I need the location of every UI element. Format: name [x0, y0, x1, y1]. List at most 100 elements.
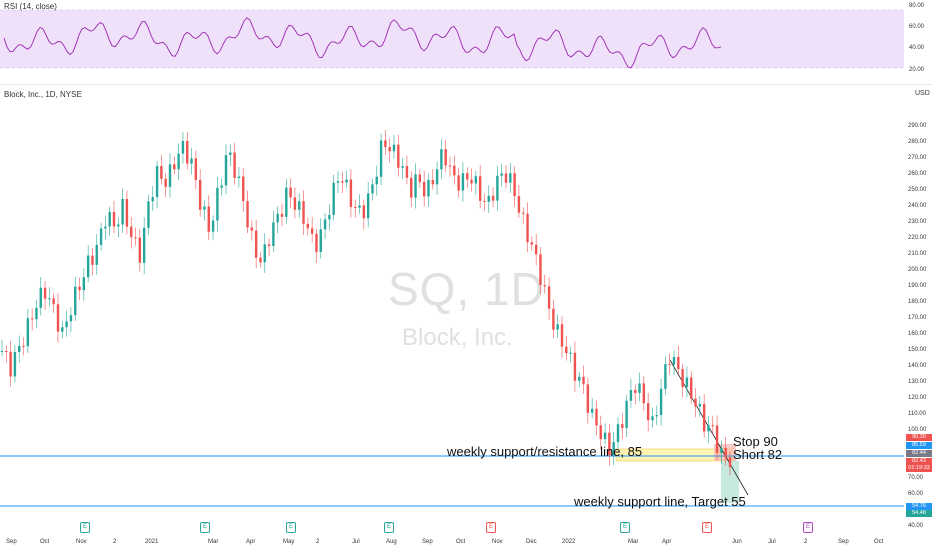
candle-body — [263, 244, 266, 263]
candle-body — [526, 213, 529, 243]
candle-body — [13, 352, 17, 377]
price-tag-short: 82.44 — [906, 450, 932, 457]
candle-body — [401, 166, 404, 168]
candle-body — [211, 220, 215, 232]
earnings-icon[interactable]: E — [486, 522, 496, 533]
time-axis-label: Mar — [628, 539, 639, 545]
candle-body — [487, 195, 490, 202]
candle-body — [668, 364, 671, 366]
candle-body — [43, 287, 47, 299]
earnings-icon[interactable]: E — [80, 522, 90, 533]
candle-body — [310, 228, 314, 234]
candle-body — [457, 175, 460, 191]
price-tag-resistance: 85.59 — [906, 442, 932, 449]
candle-body — [543, 285, 546, 287]
candle-body — [547, 286, 551, 309]
candle-body — [677, 356, 680, 370]
candle-body — [608, 432, 611, 456]
earnings-icon[interactable]: E — [702, 522, 712, 533]
candle-body — [160, 166, 163, 179]
candle-body — [155, 166, 159, 198]
price-axis-label: 70.00 — [908, 475, 924, 481]
rsi-pane[interactable]: RSI (14, close) 60.00 40.00 20.00 80.00 — [0, 0, 932, 84]
candle-body — [39, 287, 42, 308]
annotation-support[interactable]: weekly support line, Target 55 — [574, 494, 746, 509]
candle-body — [168, 164, 172, 187]
price-tag-last: 82.43 — [906, 458, 932, 465]
time-axis-label: Nov — [76, 539, 87, 545]
watermark-symbol: SQ, 1D — [388, 263, 545, 315]
candle-body — [384, 140, 387, 148]
candle-body — [655, 414, 658, 417]
candle-body — [267, 244, 271, 246]
candle-body — [164, 178, 167, 187]
candle-body — [720, 447, 723, 453]
currency-label: USD — [915, 90, 930, 97]
candle-body — [504, 173, 508, 183]
annotation-resistance[interactable]: weekly support/resistance line, 85 — [447, 444, 643, 459]
annotation-stop[interactable]: Stop 90 — [733, 434, 778, 449]
candle-body — [578, 376, 581, 381]
price-tag-support: 54.76 — [906, 503, 932, 510]
candle-body — [530, 242, 534, 245]
candle-body — [405, 166, 409, 178]
candle-body — [207, 206, 210, 232]
candle-body — [61, 327, 64, 332]
time-axis-label: Dec — [526, 539, 537, 545]
candle-body — [336, 181, 340, 183]
candle-body — [685, 377, 689, 387]
rsi-label: RSI (14, close) — [4, 2, 57, 11]
price-tag-target: 54.48 — [906, 510, 932, 517]
candle-body — [18, 345, 21, 353]
candle-body — [30, 318, 34, 320]
candle-body — [280, 213, 284, 217]
candle-body — [414, 174, 417, 198]
earnings-icon[interactable]: E — [286, 522, 296, 533]
time-axis-label: Aug — [386, 539, 397, 545]
earnings-icon[interactable]: E — [803, 522, 813, 533]
candle-body — [453, 165, 456, 176]
candle-body — [534, 244, 538, 255]
candle-body — [517, 196, 521, 213]
candle-body — [121, 198, 124, 225]
candle-body — [285, 187, 288, 217]
time-axis-label: Jun — [732, 539, 742, 545]
time-axis-label: 2021 — [145, 539, 159, 545]
price-axis-label: 200.00 — [908, 267, 927, 273]
pane-separator[interactable] — [0, 84, 932, 85]
candle-body — [229, 152, 232, 156]
annotation-short[interactable]: Short 82 — [733, 447, 783, 462]
candle-body — [702, 403, 706, 432]
candle-body — [724, 447, 727, 458]
candle-body — [422, 182, 426, 197]
candle-body — [177, 153, 180, 170]
candle-body — [711, 425, 714, 427]
candle-body — [354, 206, 357, 208]
candle-body — [358, 205, 361, 208]
candle-body — [513, 173, 516, 197]
candle-body — [95, 244, 98, 265]
candle-body — [466, 173, 469, 180]
candle-body — [5, 351, 8, 352]
candle-body — [728, 457, 732, 468]
price-axis-label: 230.00 — [908, 219, 927, 225]
candle-body — [190, 158, 193, 164]
candle-body — [616, 424, 620, 443]
time-axis-label: Sep — [6, 539, 17, 545]
candle-body — [56, 304, 60, 332]
earnings-icon[interactable]: E — [200, 522, 210, 533]
candle-body — [431, 179, 434, 185]
candle-body — [595, 408, 598, 426]
candle-body — [332, 182, 335, 215]
candle-body — [91, 255, 94, 265]
earnings-icon[interactable]: E — [384, 522, 394, 533]
rsi-band — [0, 10, 904, 68]
time-axis-label: Oct — [40, 539, 50, 545]
candle-body — [509, 173, 512, 183]
earnings-icon[interactable]: E — [620, 522, 630, 533]
candle-body — [181, 140, 185, 154]
time-axis-label: 2 — [804, 539, 808, 545]
candle-body — [599, 425, 602, 440]
candle-body — [117, 224, 120, 227]
